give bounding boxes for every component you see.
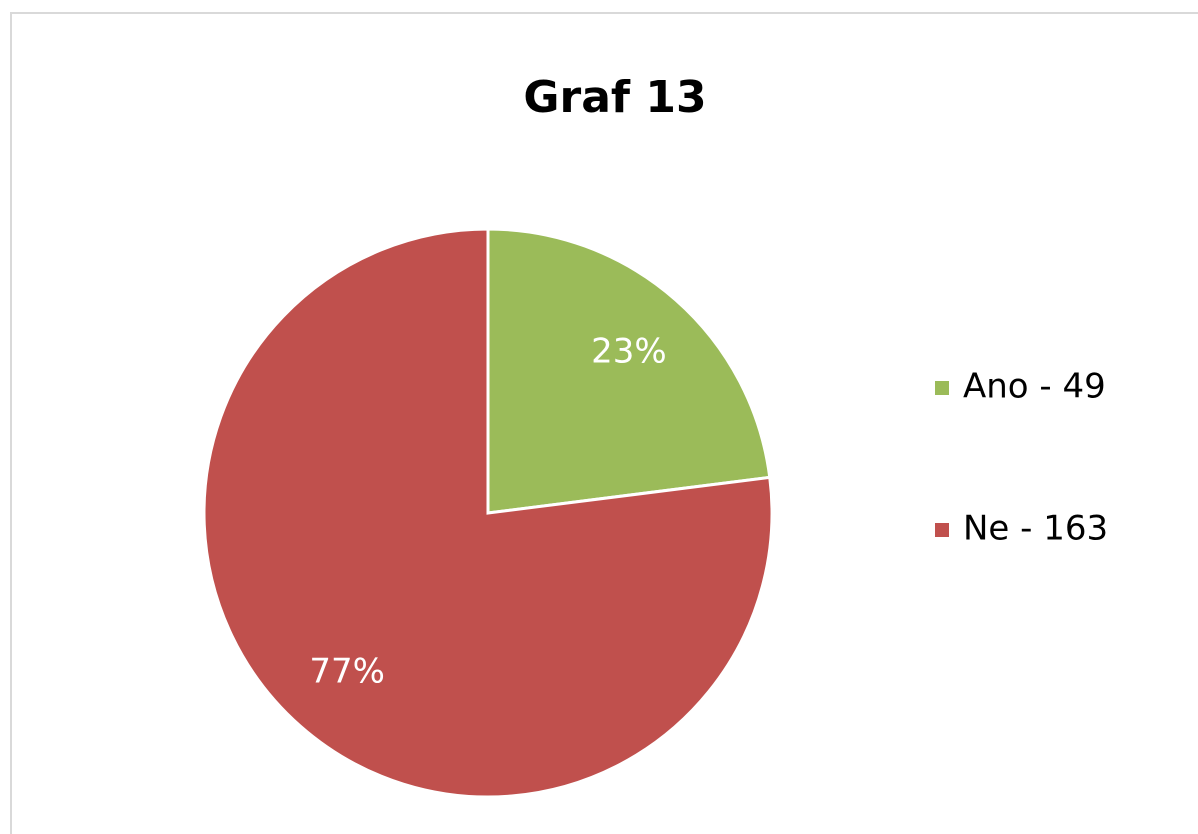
legend-label: Ano - 49: [963, 367, 1106, 407]
legend-swatch: [935, 523, 949, 537]
pie-slice: [202, 227, 774, 799]
data-label: 23%: [591, 332, 667, 372]
data-label: 77%: [309, 651, 385, 691]
pie-slice: [486, 227, 772, 515]
legend-label: Ne - 163: [963, 509, 1108, 549]
chart-title: Graf 13: [523, 72, 706, 123]
legend-swatch: [935, 381, 949, 395]
